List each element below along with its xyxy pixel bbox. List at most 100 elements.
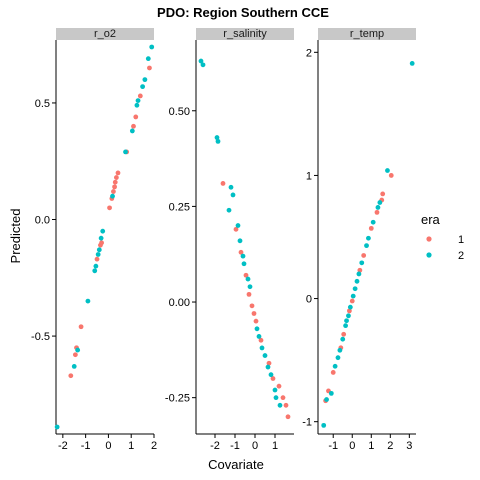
legend-label-era-2: 2 [458,250,464,262]
data-point-era-2 [54,424,60,430]
facet-strip [318,28,416,40]
y-tick-label: -1 [302,417,312,429]
data-point-era-2 [272,387,278,393]
data-point-era-1 [72,352,78,358]
x-tick-label: -1 [81,440,91,452]
panel-r-o2: r_o2 -0.5 0.0 0.5 -2 -1 0 1 2 [31,28,157,452]
legend-label-era-1: 1 [458,234,464,246]
legend-items: 12 [426,234,464,262]
y-tick-label: 2 [306,47,312,59]
x-tick-label: 0 [349,440,355,452]
facet-strip [196,28,294,40]
data-point-era-2 [71,363,77,369]
data-point-era-1 [133,114,139,120]
data-point-era-2 [370,219,376,225]
y-axis-label: Predicted [8,209,23,264]
y-tick-label: 0 [306,294,312,306]
data-point-era-2 [277,402,283,408]
data-point-era-2 [346,313,351,319]
data-point-era-1 [361,253,367,258]
data-point-era-2 [230,192,236,198]
data-point-era-1 [246,291,252,297]
data-point-era-2 [245,276,251,282]
data-point-era-2 [340,336,346,342]
data-point-era-1 [115,170,121,176]
data-point-era-1 [280,395,286,401]
data-point-era-2 [247,284,253,290]
data-point-era-1 [388,173,394,178]
y-tick-label: 0.25 [169,201,190,213]
data-point-era-2 [337,347,343,353]
data-point-era-2 [262,353,268,358]
data-point-era-1 [346,308,352,314]
x-tick-label: 0 [252,440,258,452]
data-point-era-1 [107,205,112,211]
x-tick-label: -2 [58,440,68,452]
data-point-era-2 [324,397,329,402]
data-point-era-1 [341,331,347,337]
panel-r-temp: r_temp -1 0 1 2 -1 0 1 2 3 [302,28,416,452]
y-tick-label: 0.5 [35,98,50,110]
data-point-era-2 [352,286,358,292]
data-point-era-1 [243,272,249,278]
data-point-era-2 [268,372,274,378]
data-point-era-2 [149,44,155,50]
data-point-era-1 [147,65,152,71]
data-point-era-2 [328,390,334,396]
data-point-era-1 [374,209,380,215]
data-point-era-2 [332,363,338,369]
data-point-era-1 [330,370,336,375]
data-point-era-2 [235,223,241,228]
data-point-era-1 [112,184,117,190]
data-point-era-1 [112,179,118,185]
legend-key-era-1 [426,236,432,242]
y-tick-label: -0.25 [165,393,190,405]
data-point-era-1 [68,373,74,379]
data-point-era-1 [238,249,244,255]
x-tick-label: -2 [210,440,220,452]
x-tick-label: -1 [230,440,240,452]
data-point-era-1 [251,311,257,316]
data-point-era-1 [380,191,386,197]
data-point-era-2 [375,205,381,210]
data-point-era-2 [385,168,390,173]
data-point-era-2 [377,200,383,205]
data-point-era-2 [350,293,356,299]
data-point-era-2 [321,422,327,428]
facet-strip-label: r_salinity [223,28,267,40]
data-point-era-2 [273,395,279,401]
data-point-era-2 [356,271,362,277]
data-point-era-1 [276,383,282,389]
data-point-era-1 [266,360,272,366]
data-point-era-2 [215,138,221,144]
facet-strip-label: r_temp [350,28,384,40]
data-point-era-2 [134,102,140,108]
data-point-era-1 [131,123,136,129]
data-point-era-2 [140,84,146,90]
x-tick-label: 1 [368,440,374,452]
data-point-era-1 [270,376,276,381]
panel-r-salinity: r_salinity -0.25 0.00 0.25 0.50 -2 -1 0 1 [165,28,294,452]
data-point-era-2 [366,235,371,241]
facet-strip [56,28,154,40]
data-point-era-2 [123,149,128,155]
y-tick-label: 0.50 [169,106,190,118]
legend-key-era-2 [426,252,432,258]
data-point-era-2 [256,334,262,339]
data-point-era-2 [335,355,341,361]
y-tick-label: -0.5 [31,331,50,343]
data-point-era-1 [113,175,119,180]
x-tick-label: 1 [272,440,278,452]
data-point-era-2 [254,326,260,332]
data-point-era-1 [357,267,363,273]
x-tick-label: 1 [128,440,134,452]
data-point-era-2 [135,98,141,104]
data-point-era-1 [285,414,291,420]
data-point-era-2 [359,260,365,266]
data-point-era-2 [265,364,271,370]
data-point-era-2 [228,184,234,190]
data-point-era-1 [253,318,259,324]
facet-strip-label: r_o2 [94,28,116,40]
data-point-era-2 [92,268,98,274]
